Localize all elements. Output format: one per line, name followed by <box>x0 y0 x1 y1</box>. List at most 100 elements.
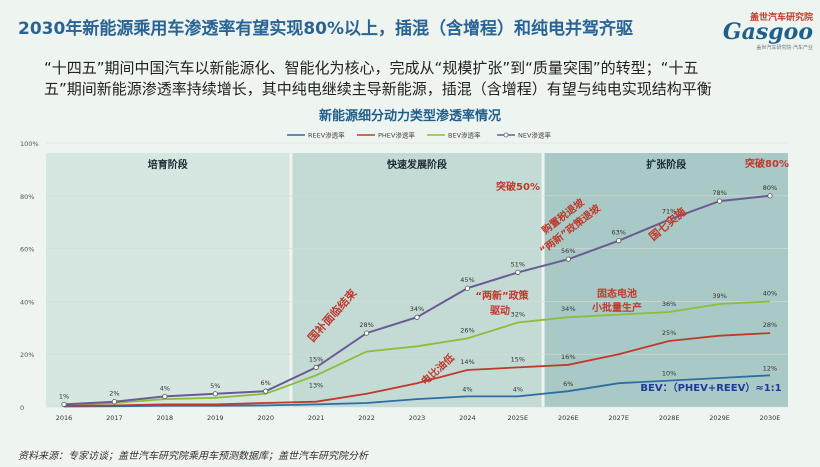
nev-point-13 <box>716 198 723 204</box>
data-label: 4% <box>160 384 170 392</box>
x-tick-label: 2024 <box>459 414 476 422</box>
x-tick-label: 2030E <box>760 414 781 422</box>
nev-point-3 <box>212 391 218 397</box>
logo-top-text: 盖世汽车研究院 <box>749 13 813 23</box>
chart-legend: REEV渗透率 PHEV渗透率 BEV渗透率 NEV渗透率 <box>287 131 551 140</box>
logo-sub-text: 盖世汽车研究院·汽车产业 <box>756 45 813 51</box>
x-tick-label: 2018 <box>157 414 174 422</box>
x-tick-label: 2026E <box>558 414 579 422</box>
nev-point-0 <box>61 401 67 407</box>
data-label: 1% <box>59 392 69 400</box>
data-label: 28% <box>763 321 777 329</box>
data-label: 36% <box>662 300 676 308</box>
data-label: 4% <box>462 385 472 393</box>
legend-label: BEV渗透率 <box>448 131 481 140</box>
data-label: 16% <box>561 353 575 361</box>
x-tick-label: 2021 <box>308 414 325 422</box>
data-label: 4% <box>513 385 523 393</box>
y-tick-label: 40% <box>20 298 34 306</box>
data-label: 39% <box>712 292 726 300</box>
nev-point-1 <box>111 399 118 405</box>
nev-point-10 <box>565 256 571 262</box>
x-tick-label: 2020 <box>257 414 274 422</box>
data-label: 6% <box>261 379 271 387</box>
x-tick-label: 2019 <box>207 414 224 422</box>
y-tick-label: 60% <box>20 246 34 254</box>
x-tick-label: 2022 <box>358 414 375 422</box>
series-lines <box>61 193 773 408</box>
phase-label-2: 扩张阶段 <box>646 158 686 171</box>
nev-point-8 <box>464 285 471 291</box>
annotation-1: 突破50% <box>496 180 540 193</box>
intro-line-2: 五”期间新能源渗透率持续增长，其中纯电继续主导新能源，插混（含增程）有望与纯电实… <box>44 80 712 98</box>
annotation-7: 固态电池 <box>597 287 637 300</box>
data-label: 12% <box>763 364 777 372</box>
series-line-1 <box>63 332 771 407</box>
annotation-11: BEV：（PHEV+REEV）≈1:1 <box>640 381 781 394</box>
legend-item-3: NEV渗透率 <box>497 131 551 140</box>
data-label: 26% <box>460 326 474 334</box>
x-tick-label: 2023 <box>409 414 426 422</box>
phase-label-0: 培育阶段 <box>148 158 188 171</box>
legend-label: PHEV渗透率 <box>378 131 415 140</box>
data-label: 63% <box>611 229 625 237</box>
y-tick-label: 80% <box>20 193 34 201</box>
data-source-note: 资料来源：专家访谈；盖世汽车研究院乘用车预测数据库；盖世汽车研究院分析 <box>18 451 368 462</box>
data-label: 2% <box>109 390 119 398</box>
x-tick-label: 2029E <box>709 414 730 422</box>
data-label: 51% <box>511 260 525 268</box>
legend-item-0: REEV渗透率 <box>287 131 345 140</box>
intro-paragraph: “十四五”期间中国汽车以新能源化、智能化为核心，完成从“规模扩张”到“质量突围”… <box>44 58 784 100</box>
phase-backgrounds: 培育阶段 快速发展阶段 扩张阶段 <box>46 153 788 407</box>
nev-point-11 <box>616 238 622 244</box>
data-label: 10% <box>662 370 676 378</box>
nev-point-7 <box>414 314 420 320</box>
phase-band-0 <box>46 153 290 407</box>
nev-point-12 <box>666 216 672 223</box>
annotation-5: 驱动 <box>490 304 510 317</box>
series-line-2 <box>63 300 771 406</box>
nev-point-5 <box>313 364 319 370</box>
x-tick-label: 2028E <box>659 414 680 422</box>
legend-item-1: PHEV渗透率 <box>357 131 415 140</box>
data-label: 40% <box>763 289 777 297</box>
nev-point-9 <box>515 269 521 275</box>
page-headline: 2030年新能源乘用车渗透率有望实现80%以上，插混（含增程）和纯电并驾齐驱 <box>18 19 634 39</box>
data-label: 71% <box>662 208 676 216</box>
nev-point-6 <box>363 330 370 336</box>
data-label: 45% <box>460 276 474 284</box>
annotation-10: 突破80% <box>745 157 789 170</box>
x-tick-label: 2016 <box>56 414 73 422</box>
x-tick-label: 2017 <box>106 414 123 422</box>
data-label: 56% <box>561 247 575 255</box>
data-label: 13% <box>309 381 323 389</box>
data-label: 14% <box>460 358 474 366</box>
legend-marker <box>503 132 509 138</box>
annotation-8: 小批量生产 <box>591 301 642 314</box>
x-tick-label: 2025E <box>508 414 529 422</box>
data-label: 78% <box>712 189 726 197</box>
nev-point-2 <box>162 393 168 400</box>
data-labels: 4% 4% 6% 10% 12% 14% 15% 16% 25% 28% 13% 26% 32% 34% 3… <box>59 184 777 401</box>
phase-band-1 <box>292 153 542 407</box>
nev-point-14 <box>767 193 773 199</box>
legend-label: REEV渗透率 <box>308 131 345 140</box>
data-label: 15% <box>511 355 525 363</box>
data-label: 34% <box>410 305 424 313</box>
y-tick-label: 0 <box>20 404 24 412</box>
nev-point-4 <box>263 388 269 394</box>
legend-item-2: BEV渗透率 <box>427 131 481 140</box>
intro-line-1: “十四五”期间中国汽车以新能源化、智能化为核心，完成从“规模扩张”到“质量突围”… <box>44 59 699 77</box>
grid-and-axes: 0 20% 40% 60% 80% 100% 2016 2017 2018 2019 2020 202… <box>20 140 788 422</box>
series-line-0 <box>63 374 771 408</box>
data-label: 80% <box>763 184 777 192</box>
gasgoo-logo: 盖世汽车研究院 Gasgoo 盖世汽车研究院·汽车产业 <box>703 10 813 52</box>
data-label: 6% <box>563 380 573 388</box>
data-label: 34% <box>561 305 575 313</box>
phase-label-1: 快速发展阶段 <box>386 158 447 171</box>
y-tick-label: 20% <box>20 351 34 359</box>
chart-title: 新能源细分动力类型渗透率情况 <box>318 109 501 124</box>
data-label: 28% <box>359 321 373 329</box>
data-label: 15% <box>309 355 323 363</box>
